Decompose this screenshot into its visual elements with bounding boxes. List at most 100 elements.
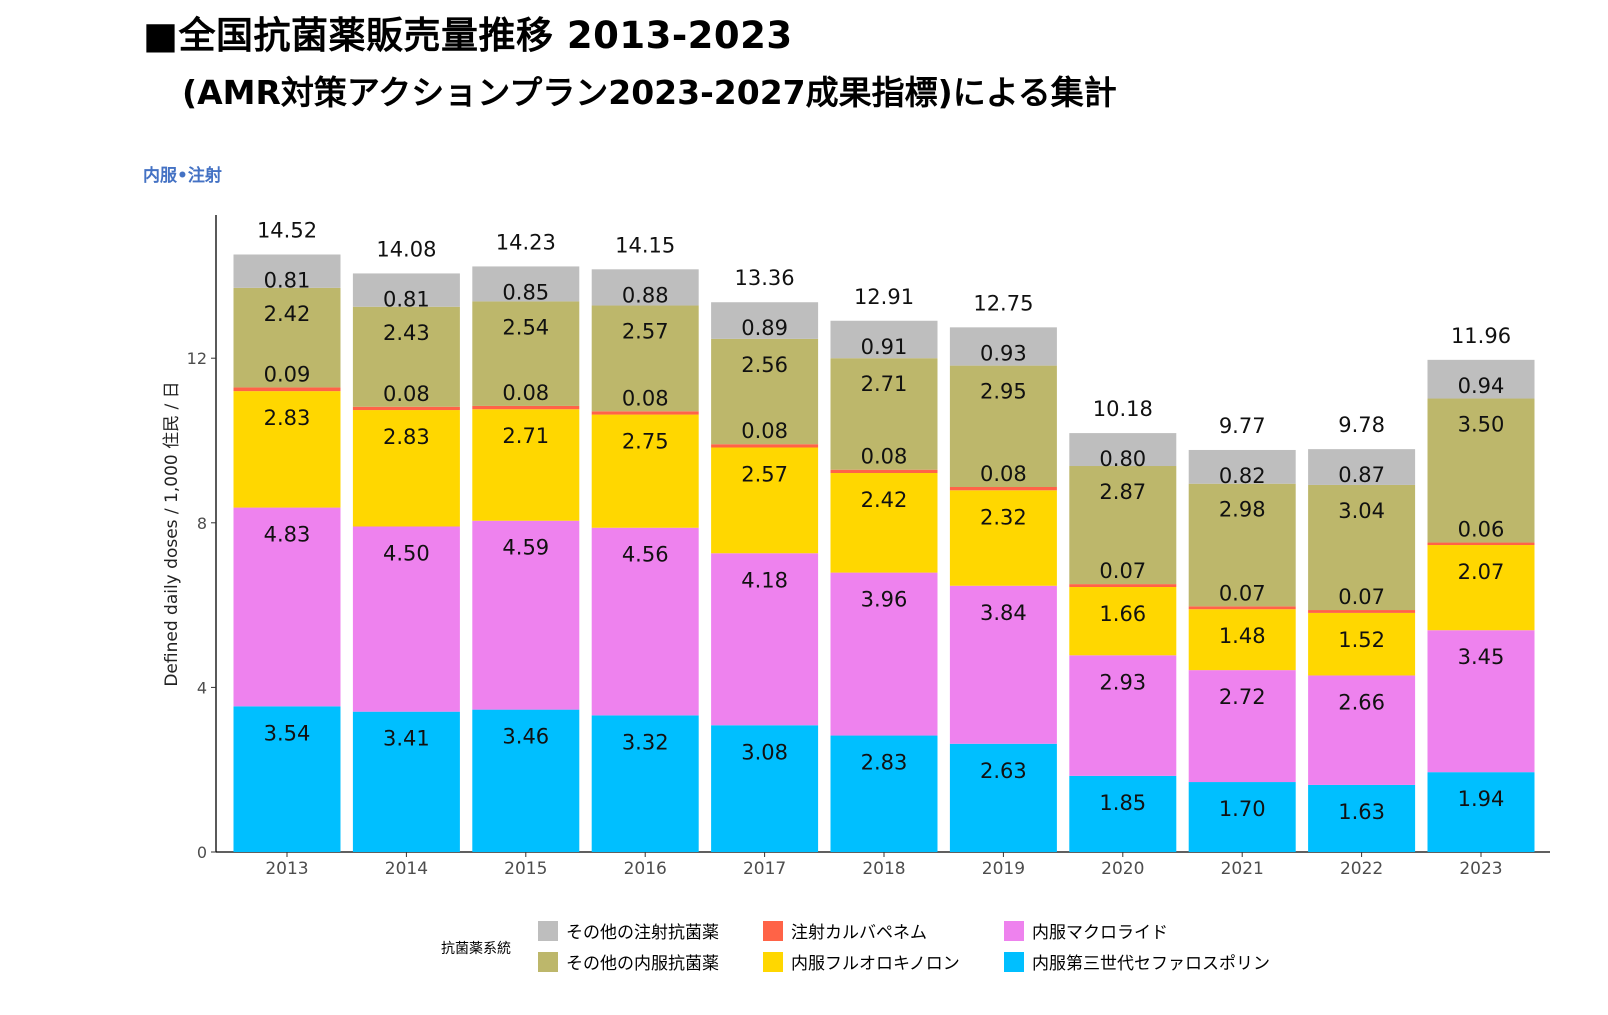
data-label: 2.71 bbox=[502, 424, 549, 448]
legend-item: 内服フルオロキノロン bbox=[763, 949, 960, 974]
data-label: 2.57 bbox=[622, 320, 669, 344]
data-label: 2.56 bbox=[741, 353, 788, 377]
data-label: 0.82 bbox=[1219, 464, 1266, 488]
x-tick-label: 2017 bbox=[743, 859, 786, 879]
data-label: 2.63 bbox=[980, 759, 1027, 783]
bar-segment bbox=[1308, 610, 1416, 613]
bar-segment bbox=[352, 306, 460, 407]
data-label: 2.98 bbox=[1219, 498, 1266, 522]
bar-segment bbox=[1188, 449, 1296, 484]
data-label: 0.81 bbox=[264, 269, 311, 293]
data-label: 0.08 bbox=[861, 445, 908, 469]
bar-segment bbox=[1188, 483, 1296, 607]
legend-swatch bbox=[763, 951, 783, 972]
data-label: 2.71 bbox=[861, 372, 908, 396]
bar-segment bbox=[591, 305, 699, 412]
bar-segment bbox=[1427, 545, 1535, 631]
chart-title: ■全国抗菌薬販売量推移 2013-2023 bbox=[143, 14, 793, 57]
data-label: 0.07 bbox=[1338, 585, 1385, 609]
bar-segment bbox=[1308, 449, 1416, 485]
data-label: 1.52 bbox=[1338, 628, 1385, 652]
bar-segment bbox=[1308, 784, 1416, 852]
data-label: 0.08 bbox=[383, 382, 430, 406]
data-label: 2.83 bbox=[383, 425, 430, 449]
data-label: 3.08 bbox=[741, 740, 788, 764]
x-tick-label: 2018 bbox=[862, 859, 905, 879]
data-label: 2.07 bbox=[1458, 560, 1505, 584]
bar-segment bbox=[591, 269, 699, 306]
bar-segment bbox=[711, 553, 819, 726]
total-label: 9.78 bbox=[1338, 413, 1385, 437]
data-label: 2.42 bbox=[264, 302, 311, 326]
legend-title: 抗菌薬系統 bbox=[441, 941, 511, 957]
data-label: 0.08 bbox=[741, 419, 788, 443]
bar-segment bbox=[949, 327, 1057, 366]
legend-label: 内服マクロライド bbox=[1032, 923, 1168, 943]
bar-segment bbox=[711, 338, 819, 445]
legend-swatch bbox=[1004, 920, 1024, 941]
bar-segment bbox=[472, 409, 580, 521]
bar-segment bbox=[1069, 433, 1177, 467]
legend-item: 注射カルバペネム bbox=[763, 918, 927, 943]
total-label: 11.96 bbox=[1451, 324, 1511, 348]
data-label: 0.94 bbox=[1458, 374, 1505, 398]
bar-segment bbox=[1069, 775, 1177, 852]
data-label: 2.95 bbox=[980, 380, 1027, 404]
bar-segment bbox=[233, 706, 341, 852]
bar-segment bbox=[711, 725, 819, 852]
y-tick-label: 8 bbox=[197, 514, 207, 533]
legend-label: その他の注射抗菌薬 bbox=[566, 923, 719, 943]
bar-segment bbox=[1069, 586, 1177, 656]
bar-segment bbox=[711, 447, 819, 554]
bar-segment bbox=[1069, 584, 1177, 587]
data-label: 4.59 bbox=[502, 536, 549, 560]
data-label: 2.87 bbox=[1099, 480, 1146, 504]
data-label: 4.50 bbox=[383, 542, 430, 566]
data-label: 4.56 bbox=[622, 543, 669, 567]
total-label: 9.77 bbox=[1219, 414, 1266, 438]
bar-segment bbox=[472, 709, 580, 852]
legend-swatch bbox=[763, 920, 783, 941]
bar-segment bbox=[830, 469, 938, 474]
data-label: 0.80 bbox=[1099, 447, 1146, 471]
data-label: 1.70 bbox=[1219, 797, 1266, 821]
bar-segment bbox=[830, 473, 938, 573]
total-label: 14.52 bbox=[257, 219, 317, 243]
bar-segment bbox=[711, 444, 819, 448]
bar-segment bbox=[1427, 398, 1535, 543]
bar-segment bbox=[949, 743, 1057, 852]
bar-segment bbox=[949, 585, 1057, 744]
bar-segment bbox=[233, 507, 341, 707]
bar-segment bbox=[352, 711, 460, 852]
bar-segment bbox=[1188, 609, 1296, 671]
bar-segment bbox=[830, 735, 938, 852]
data-label: 1.63 bbox=[1338, 800, 1385, 824]
bar-segment bbox=[1308, 675, 1416, 785]
data-label: 2.32 bbox=[980, 505, 1027, 529]
data-label: 0.91 bbox=[861, 335, 908, 359]
data-label: 3.04 bbox=[1338, 499, 1385, 523]
bar-segment bbox=[233, 287, 341, 388]
bar-segment bbox=[233, 254, 341, 288]
y-tick-label: 0 bbox=[197, 843, 207, 862]
data-label: 2.57 bbox=[741, 462, 788, 486]
bar-segment bbox=[233, 391, 341, 508]
data-label: 4.18 bbox=[741, 568, 788, 592]
total-label: 12.91 bbox=[854, 285, 914, 309]
bar-segment bbox=[352, 406, 460, 411]
data-label: 2.42 bbox=[861, 488, 908, 512]
bar-segment bbox=[352, 526, 460, 712]
data-label: 0.09 bbox=[264, 362, 311, 386]
bar-segment bbox=[1427, 630, 1535, 773]
data-label: 3.54 bbox=[264, 721, 311, 745]
total-label: 10.18 bbox=[1093, 397, 1153, 421]
legend-label: その他の内服抗菌薬 bbox=[566, 954, 719, 974]
x-tick-label: 2023 bbox=[1459, 859, 1502, 879]
data-label: 1.85 bbox=[1099, 791, 1146, 815]
data-label: 3.45 bbox=[1458, 645, 1505, 669]
bar-segment bbox=[591, 414, 699, 528]
x-tick-label: 2020 bbox=[1101, 859, 1144, 879]
data-label: 2.93 bbox=[1099, 670, 1146, 694]
y-tick-label: 12 bbox=[187, 349, 207, 368]
